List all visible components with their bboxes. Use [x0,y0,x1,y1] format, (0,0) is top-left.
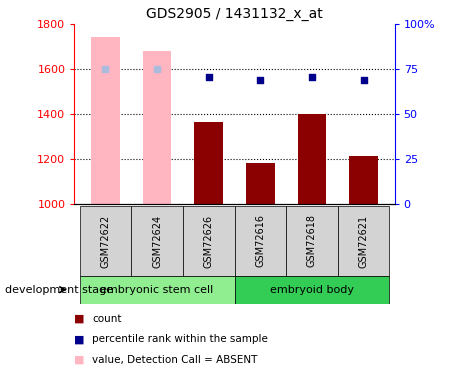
Text: development stage: development stage [5,285,113,295]
Bar [338,206,390,276]
Bar [194,122,223,204]
Point [360,77,367,83]
Bar [246,163,275,204]
Title: GDS2905 / 1431132_x_at: GDS2905 / 1431132_x_at [146,7,323,21]
Bar [235,206,286,276]
Bar [79,206,131,276]
Text: ■: ■ [74,314,85,324]
Text: GSM72616: GSM72616 [255,214,265,267]
Point [257,77,264,83]
Bar [286,206,338,276]
Text: ■: ■ [74,334,85,344]
Point [153,66,161,72]
Text: GSM72621: GSM72621 [359,214,368,267]
Bar [79,276,235,304]
Point [102,66,109,72]
Text: percentile rank within the sample: percentile rank within the sample [92,334,268,344]
Text: embryoid body: embryoid body [270,285,354,295]
Point [308,74,316,80]
Text: embryonic stem cell: embryonic stem cell [101,285,214,295]
Bar [183,206,235,276]
Point [205,74,212,80]
Bar [350,156,378,204]
Text: value, Detection Call = ABSENT: value, Detection Call = ABSENT [92,355,258,365]
Text: count: count [92,314,122,324]
Bar [91,37,120,204]
Text: ■: ■ [74,355,85,365]
Bar [143,51,171,204]
Bar [235,276,390,304]
Text: GSM72618: GSM72618 [307,214,317,267]
Bar [131,206,183,276]
Text: GSM72626: GSM72626 [204,214,214,267]
Bar [298,114,326,204]
Text: GSM72622: GSM72622 [101,214,110,268]
Text: GSM72624: GSM72624 [152,214,162,267]
